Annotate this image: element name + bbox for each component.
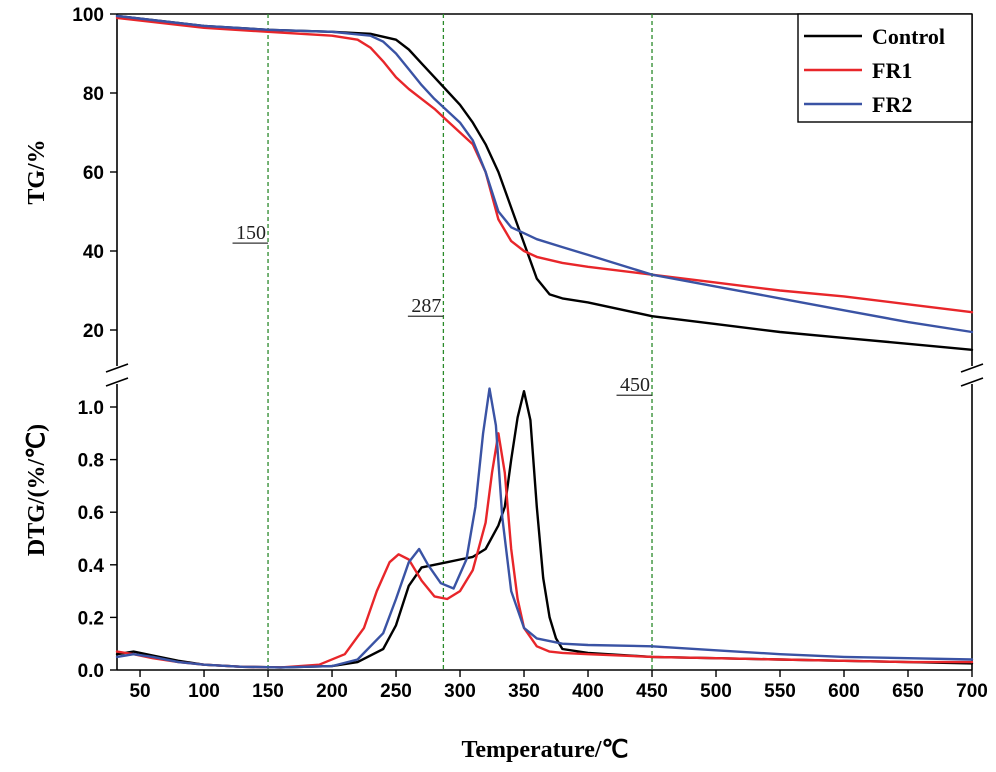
tg-y-tick-label-40: 40 — [83, 242, 104, 263]
temperature-marker-lines: 150 287 450 — [232, 14, 653, 670]
series-lines — [115, 14, 974, 669]
tg-line-fr2 — [115, 14, 974, 334]
x-tick-label-400: 400 — [572, 681, 604, 702]
axis-ticks: 50 100 150 200 250 300 350 400 450 500 550 600 650 70… — [72, 5, 988, 702]
x-tick-label-600: 600 — [828, 681, 860, 702]
tg-axis-title: TG/% — [24, 139, 50, 204]
marker-label-287: 287 — [411, 295, 441, 317]
legend-label-fr2: FR2 — [872, 92, 912, 117]
x-tick-label-650: 650 — [892, 681, 924, 702]
tg-line-control — [115, 14, 974, 351]
x-tick-label-450: 450 — [636, 681, 668, 702]
x-axis-title: Temperature/℃ — [462, 737, 629, 763]
legend: Control FR1 FR2 — [797, 13, 973, 123]
x-tick-label-700: 700 — [956, 681, 988, 702]
axis-break-right — [960, 363, 984, 387]
dtg-y-tick-label-0.4: 0.4 — [78, 556, 105, 577]
x-tick-label-200: 200 — [316, 681, 348, 702]
legend-label-fr1: FR1 — [872, 58, 912, 83]
x-tick-label-250: 250 — [380, 681, 412, 702]
dtg-y-tick-label-0.2: 0.2 — [78, 608, 104, 629]
axis-break-left — [105, 363, 129, 387]
dtg-line-fr2 — [115, 387, 974, 669]
dtg-line-control — [115, 390, 974, 669]
dtg-y-tick-label-1: 1.0 — [78, 398, 104, 419]
x-tick-label-550: 550 — [764, 681, 796, 702]
dtg-y-tick-label-0.8: 0.8 — [78, 451, 104, 472]
dtg-y-tick-label-0.6: 0.6 — [78, 503, 104, 524]
x-tick-label-100: 100 — [188, 681, 220, 702]
tg-line-fr1 — [115, 16, 974, 314]
marker-label-150: 150 — [236, 222, 266, 244]
dtg-axis-title: DTG/(%/℃) — [24, 424, 50, 556]
x-tick-label-50: 50 — [129, 681, 150, 702]
dtg-line-fr1 — [115, 432, 974, 669]
x-tick-label-500: 500 — [700, 681, 732, 702]
tg-y-tick-label-100: 100 — [72, 5, 104, 26]
x-tick-label-300: 300 — [444, 681, 476, 702]
marker-label-450: 450 — [620, 374, 650, 396]
tg-y-tick-label-60: 60 — [83, 163, 104, 184]
x-tick-label-150: 150 — [252, 681, 284, 702]
tg-y-tick-label-80: 80 — [83, 84, 104, 105]
tg-y-tick-label-20: 20 — [83, 321, 104, 342]
legend-label-control: Control — [872, 24, 945, 49]
x-tick-label-350: 350 — [508, 681, 540, 702]
dtg-y-tick-label-0: 0.0 — [78, 661, 104, 682]
